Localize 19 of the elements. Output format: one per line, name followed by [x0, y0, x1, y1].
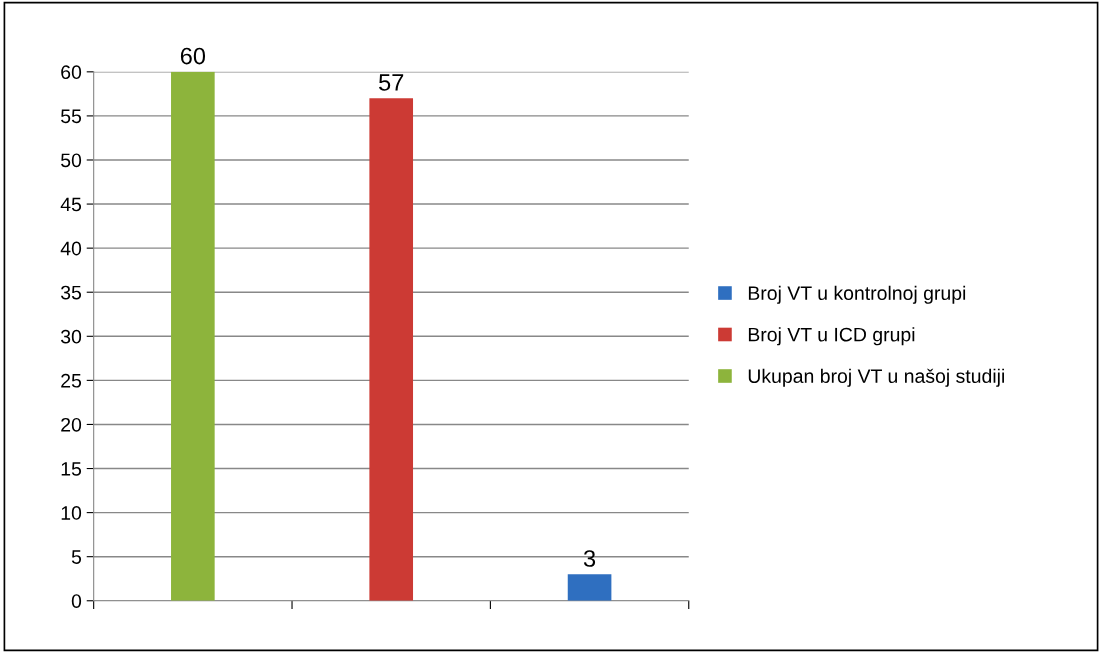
- legend-label: Broj VT u kontrolnoj grupi: [748, 285, 966, 304]
- y-tick-label: 15: [61, 462, 82, 476]
- y-tick-label: 10: [61, 506, 82, 520]
- legend-label: Broj VT u ICD grupi: [748, 327, 915, 346]
- y-tick-label: 35: [60, 285, 82, 300]
- y-tick-label: 0: [71, 594, 82, 608]
- data-label: 57: [379, 74, 404, 91]
- y-tick-label: 25: [61, 373, 82, 388]
- y-tick-label: 5: [71, 550, 82, 564]
- y-tick-label: 50: [61, 153, 82, 168]
- legend-label: Ukupan broj VT u našoj studiji: [748, 368, 1004, 387]
- y-tick-label: 30: [60, 329, 82, 344]
- y-tick-label: 60: [61, 65, 82, 80]
- y-tick-label: 55: [61, 109, 82, 124]
- y-tick-label: 40: [60, 241, 82, 256]
- y-tick-label: 45: [60, 197, 82, 212]
- data-label: 60: [180, 47, 206, 65]
- data-label: 3: [583, 550, 596, 567]
- y-tick-label: 20: [61, 417, 82, 432]
